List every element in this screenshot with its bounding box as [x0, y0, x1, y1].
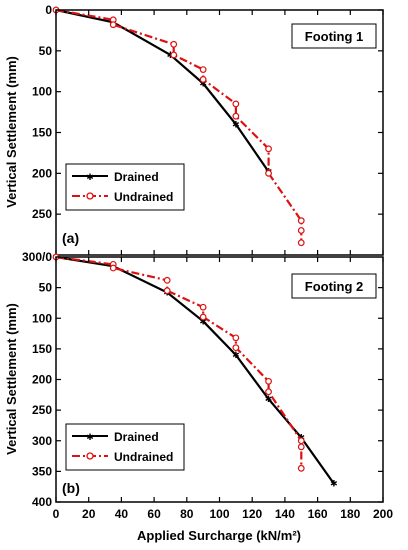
svg-text:✱: ✱ [86, 432, 94, 442]
x-tick-label-200: 200 [373, 507, 393, 521]
data-point-b-undrained-4 [163, 287, 171, 295]
data-point-b-drained-7: ✱ [330, 479, 338, 489]
series-line-b-undrained [55, 255, 303, 469]
y-tick-label-a-200: 200 [32, 166, 52, 180]
data-point-b-undrained-10 [265, 388, 272, 396]
data-point-b-undrained-9 [265, 377, 272, 385]
svg-text:✱: ✱ [86, 172, 94, 182]
x-tick-label-0: 0 [53, 507, 60, 521]
y-axis-title-b: Vertical Settlement (mm) [4, 303, 19, 455]
x-tick-label-180: 180 [340, 507, 360, 521]
data-point-b-undrained-3 [163, 276, 171, 284]
x-tick-label-120: 120 [242, 507, 262, 521]
data-point-a-undrained-13 [297, 239, 305, 247]
x-axis-title: Applied Surcharge (kN/m²) [137, 528, 301, 543]
series-line-a-drained [55, 8, 270, 173]
data-point-b-undrained-13 [297, 464, 305, 472]
legend-b-drained: Drained [114, 430, 159, 444]
panel-b-label: (b) [62, 480, 80, 496]
y-tick-label-b-100: 100 [32, 311, 52, 325]
data-point-b-undrained-11 [297, 437, 305, 445]
x-tick-label-140: 140 [275, 507, 295, 521]
legend-a-undrained: Undrained [114, 190, 173, 204]
data-point-a-undrained-10 [265, 169, 272, 177]
y-tick-label-b-150: 150 [32, 342, 52, 356]
footing-2-title: Footing 2 [305, 279, 364, 294]
data-point-a-undrained-2 [109, 21, 117, 29]
y-tick-label-a-50: 50 [39, 44, 53, 58]
legend-b: ✱ Drained Undrained [65, 423, 185, 471]
x-tick-label-160: 160 [308, 507, 328, 521]
data-point-a-undrained-9 [265, 145, 272, 153]
y-tick-label-a-0: 0 [45, 3, 52, 17]
y-tick-label-a-250: 250 [32, 207, 52, 221]
panel-b: ✱✱✱✱✱✱✱✱ 0204060801001201401601802005010… [32, 252, 393, 521]
data-point-b-drained-3: ✱ [199, 316, 207, 326]
legend-b-undrained: Undrained [114, 450, 173, 464]
data-point-a-undrained-3 [170, 40, 178, 48]
data-point-a-undrained-12 [297, 227, 305, 234]
data-point-a-undrained-6 [199, 76, 207, 83]
data-point-a-undrained-11 [297, 217, 305, 225]
panel-a-label: (a) [62, 230, 79, 246]
y-tick-label-b-50: 50 [39, 281, 53, 295]
y-tick-label-b-350: 350 [32, 464, 52, 478]
y-tick-label-b-200: 200 [32, 373, 52, 387]
legend-a: ✱ Drained Undrained [65, 163, 185, 211]
footing-1-title: Footing 1 [305, 29, 364, 44]
data-point-a-drained-4: ✱ [232, 119, 240, 129]
x-tick-label-100: 100 [209, 507, 229, 521]
x-tick-label-20: 20 [82, 507, 96, 521]
data-point-b-drained-5: ✱ [265, 394, 273, 404]
footing-1-box: Footing 1 [291, 23, 377, 49]
data-point-b-undrained-5 [199, 303, 207, 311]
x-tick-label-80: 80 [180, 507, 194, 521]
x-tick-label-60: 60 [147, 507, 161, 521]
data-point-b-drained-4: ✱ [232, 350, 240, 360]
data-point-a-undrained-5 [199, 66, 207, 74]
y-tick-label-b-250: 250 [32, 403, 52, 417]
y-tick-label-b-400: 400 [32, 495, 52, 509]
data-point-a-drained-3: ✱ [199, 79, 207, 89]
data-point-a-undrained-4 [170, 51, 178, 59]
y-tick-label-a-100: 100 [32, 85, 52, 99]
y-tick-label-a-150: 150 [32, 126, 52, 140]
data-point-a-undrained-8 [232, 112, 240, 120]
data-point-b-undrained-12 [297, 443, 305, 451]
legend-a-drained: Drained [114, 170, 159, 184]
y-tick-label-b-300: 300 [32, 434, 52, 448]
data-point-b-undrained-2 [109, 264, 117, 272]
y-axis-title-a: Vertical Settlement (mm) [4, 56, 19, 208]
data-point-a-undrained-7 [232, 100, 240, 108]
data-point-b-undrained-6 [199, 313, 207, 321]
x-tick-label-40: 40 [115, 507, 129, 521]
data-point-b-undrained-8 [232, 344, 240, 352]
footing-2-box: Footing 2 [291, 273, 377, 299]
shared-y-tick-300-0: 300/0 [22, 250, 52, 264]
data-point-b-undrained-7 [232, 334, 240, 342]
